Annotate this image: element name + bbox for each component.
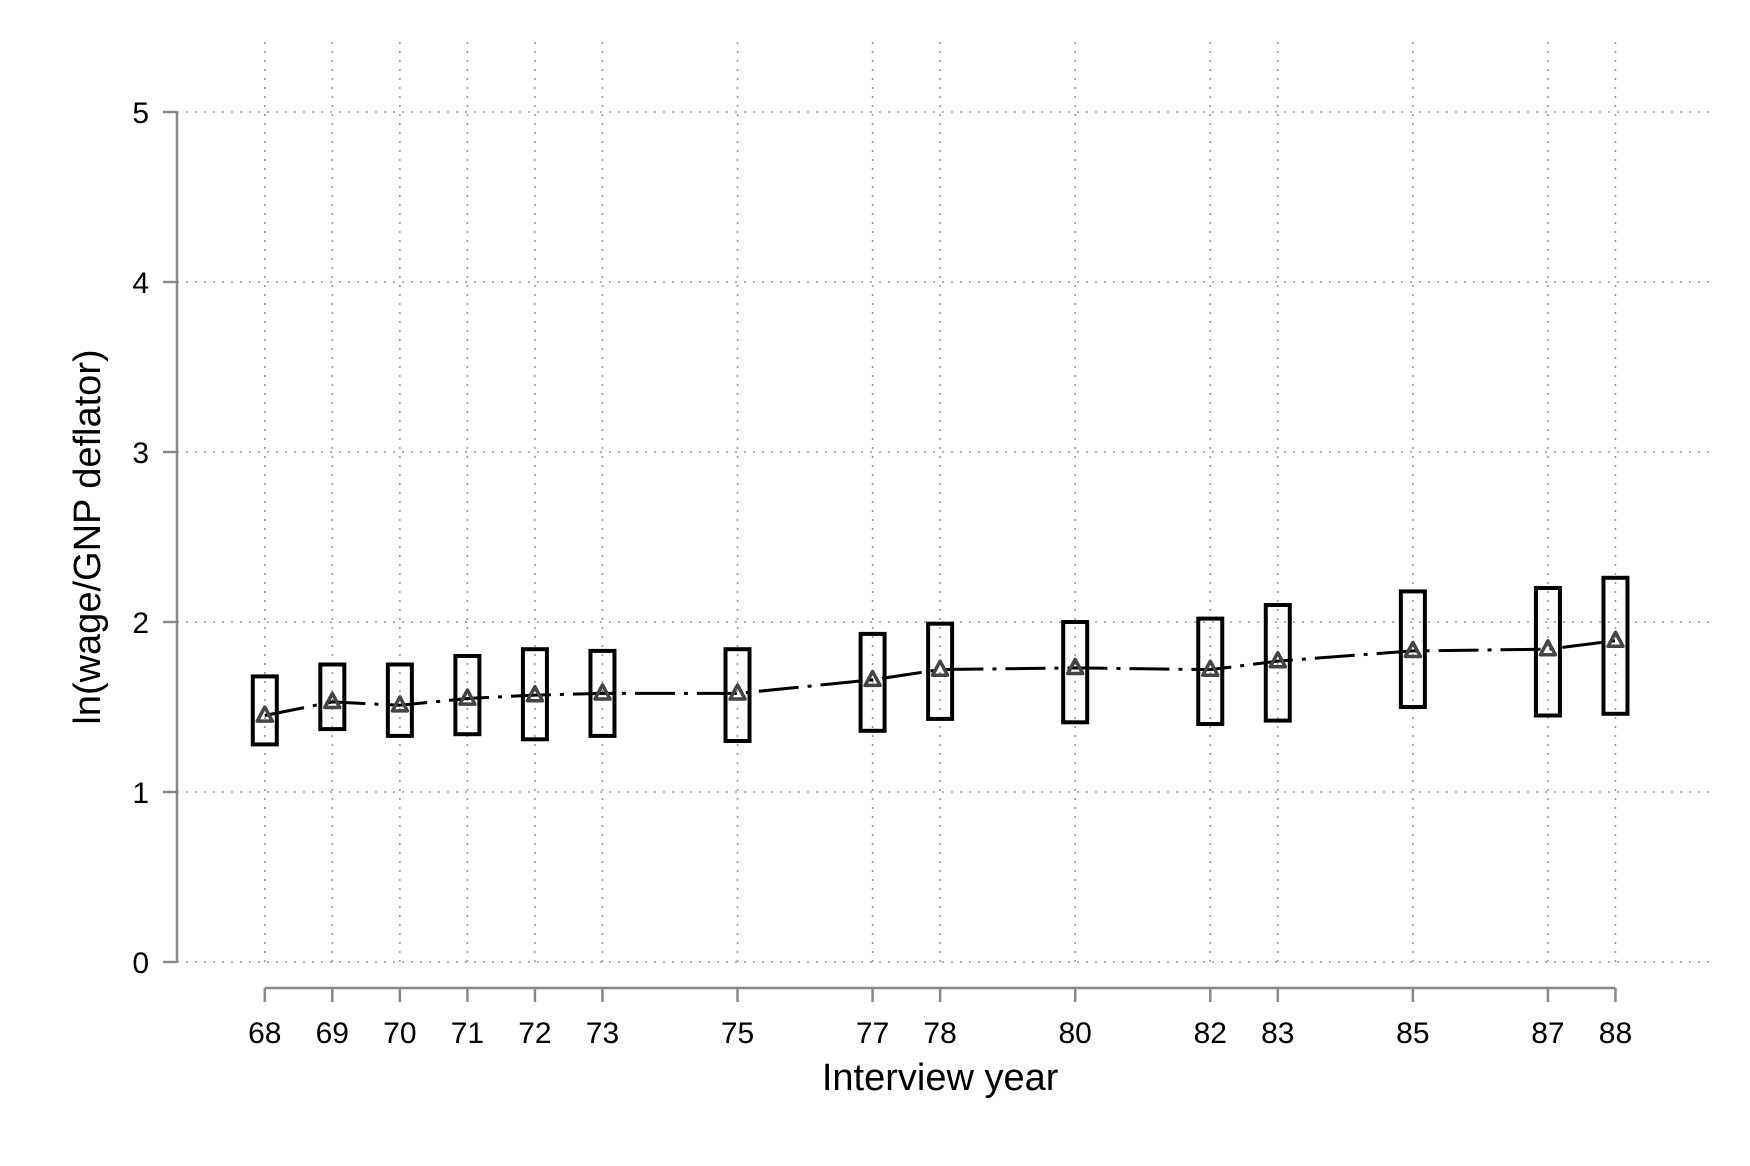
data-marker — [525, 684, 545, 703]
interval-box — [385, 662, 414, 738]
x-tick-label: 88 — [1599, 1017, 1632, 1050]
y-tick-label: 1 — [132, 777, 149, 810]
x-tick-label: 70 — [383, 1017, 416, 1050]
axes — [175, 112, 1616, 990]
x-tick-label: 83 — [1261, 1017, 1294, 1050]
x-tick-label: 80 — [1059, 1017, 1092, 1050]
x-axis-title: Interview year — [822, 1057, 1059, 1099]
x-tick-label: 72 — [518, 1017, 551, 1050]
data-marker — [728, 683, 747, 701]
data-marker — [1403, 640, 1423, 659]
data-marker — [390, 695, 410, 713]
data-marker — [593, 683, 612, 701]
x-tick-label: 68 — [248, 1017, 281, 1050]
data-marker — [1065, 657, 1085, 676]
data-marker — [863, 669, 882, 688]
x-tick-label: 78 — [923, 1017, 956, 1050]
data-marker — [1538, 639, 1558, 657]
data-marker — [1201, 659, 1220, 677]
data-marker — [930, 659, 950, 677]
x-tick-label: 85 — [1396, 1017, 1429, 1050]
interval-box — [318, 662, 347, 732]
x-tick-label: 77 — [856, 1017, 889, 1050]
grid-lines — [177, 42, 1710, 963]
interval-box — [723, 647, 752, 744]
y-axis-title: ln(wage/GNP deflator) — [67, 349, 109, 724]
series-markers — [255, 630, 1625, 723]
data-marker — [323, 691, 342, 710]
y-tick-label: 3 — [132, 437, 149, 470]
y-tick-label: 5 — [132, 97, 149, 130]
x-tick-label: 75 — [721, 1017, 754, 1050]
interval-box — [1196, 616, 1225, 726]
interval-box — [1398, 589, 1427, 710]
interval-box — [858, 631, 887, 733]
x-axis-ticks: 68 69 70 71 72 73 75 77 78 80 82 83 85 87 88 — [248, 988, 1632, 1050]
x-tick-label: 71 — [451, 1017, 484, 1050]
x-tick-label: 69 — [316, 1017, 349, 1050]
x-tick-label: 82 — [1194, 1017, 1227, 1050]
x-tick-label: 73 — [586, 1017, 619, 1050]
interval-box — [250, 674, 279, 747]
data-marker — [1606, 630, 1625, 649]
interval-box — [926, 621, 955, 721]
interval-box — [1061, 620, 1090, 725]
data-marker — [458, 688, 477, 706]
y-axis-ticks: 0 1 2 3 4 5 — [132, 97, 177, 980]
interval-box — [453, 654, 482, 737]
y-tick-label: 2 — [132, 607, 149, 640]
interval-box — [1601, 575, 1630, 716]
interval-box — [1533, 586, 1562, 718]
series-line — [264, 639, 1616, 717]
data-marker — [255, 705, 275, 723]
y-tick-label: 4 — [132, 267, 149, 300]
y-tick-label: 0 — [132, 947, 149, 980]
data-marker — [1268, 650, 1288, 669]
x-tick-label: 87 — [1531, 1017, 1564, 1050]
